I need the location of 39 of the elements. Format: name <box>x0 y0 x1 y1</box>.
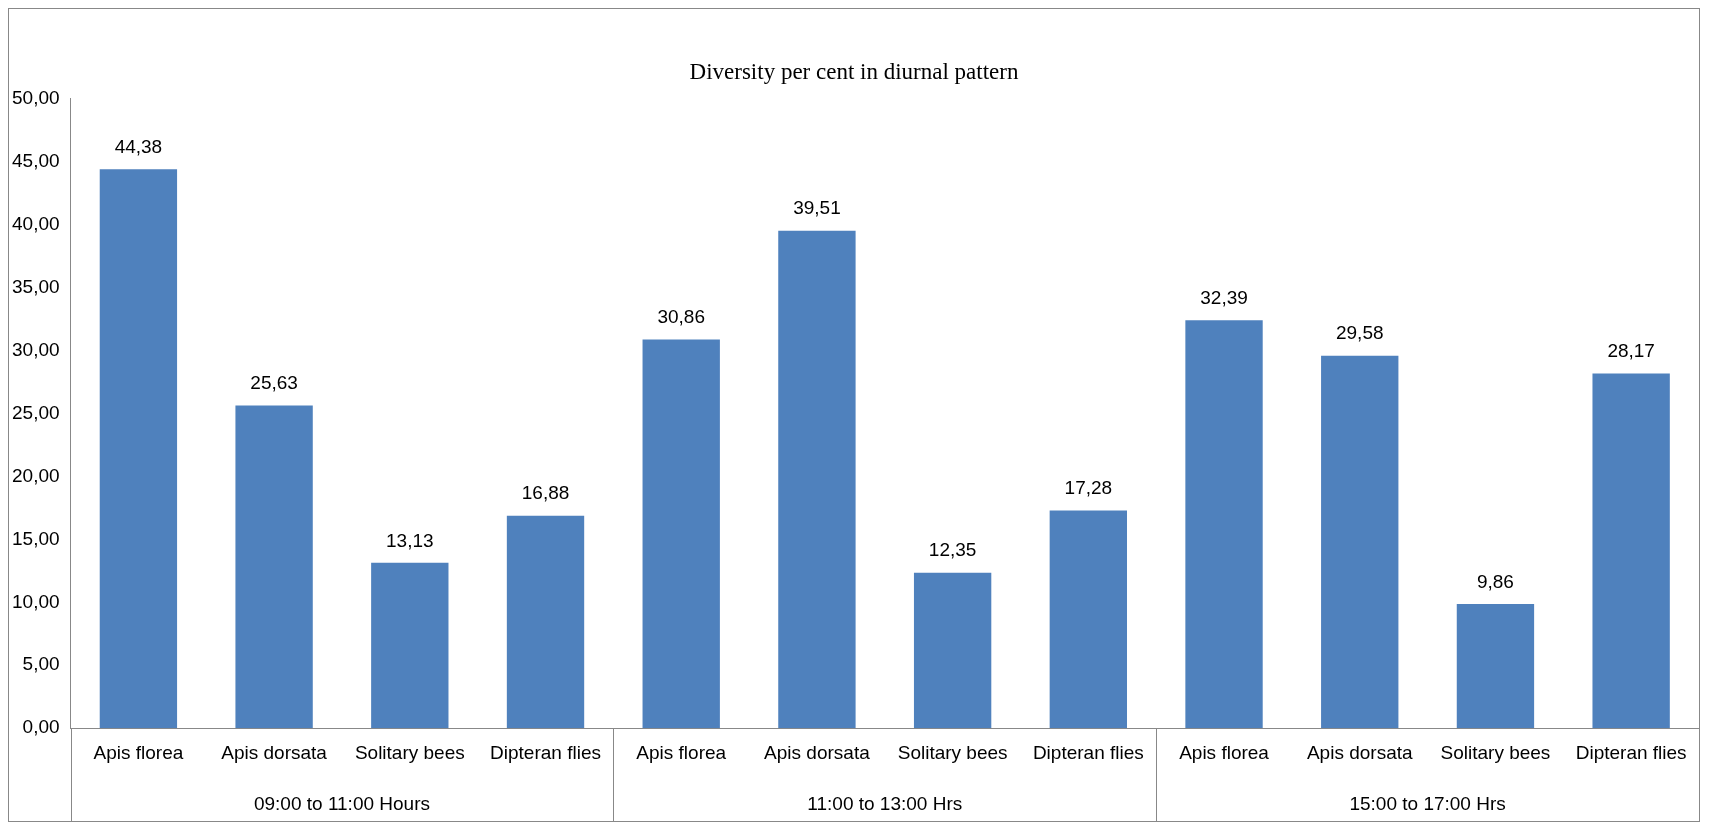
y-tick-label: 5,00 <box>22 653 60 675</box>
data-label: 12,35 <box>928 539 977 561</box>
x-tick-label: Solitary bees <box>897 741 1008 763</box>
data-label: 44,38 <box>114 136 163 158</box>
data-label: 39,51 <box>793 197 841 219</box>
y-tick-label: 20,00 <box>12 464 60 486</box>
x-tick-label: Dipteran flies <box>490 741 601 763</box>
data-label: 30,86 <box>657 306 705 328</box>
x-tick-label: Apis dorsata <box>764 741 871 763</box>
y-tick-label: 50,00 <box>12 86 60 108</box>
text: 11:00 to 13:00 Hrs <box>807 793 963 815</box>
data-label: 32,39 <box>1200 287 1248 309</box>
y-tick-label: 0,00 <box>22 716 60 738</box>
x-tick-label: Apis florea <box>636 741 727 763</box>
data-label: 16,88 <box>521 482 570 504</box>
y-tick-label: 40,00 <box>12 212 60 234</box>
y-tick-label: 10,00 <box>12 590 60 612</box>
chart-title: Diversity per cent in diurnal pattern <box>689 58 1019 84</box>
x-tick-label: Apis florea <box>93 741 184 763</box>
data-label: 13,13 <box>386 529 434 551</box>
y-tick-label: 25,00 <box>12 401 60 423</box>
x-tick-label: Dipteran flies <box>1032 741 1144 763</box>
x-tick-label: Apis florea <box>1179 741 1270 763</box>
x-tick-label: Solitary bees <box>354 741 465 763</box>
text: 09:00 to 11:00 Hours <box>253 793 430 815</box>
x-tick-label: Apis dorsata <box>221 741 328 763</box>
data-label: 9,86 <box>1476 570 1514 592</box>
x-tick-label: Dipteran flies <box>1575 741 1687 763</box>
y-tick-label: 35,00 <box>12 275 60 297</box>
x-tick-label: Solitary bees <box>1440 741 1551 763</box>
y-tick-label: 45,00 <box>12 149 60 171</box>
data-label: 29,58 <box>1335 322 1384 344</box>
data-label: 25,63 <box>250 372 298 394</box>
text: 15:00 to 17:00 Hrs <box>1349 793 1506 815</box>
y-tick-label: 15,00 <box>12 527 60 549</box>
y-tick-label: 30,00 <box>12 338 60 360</box>
data-label: 28,17 <box>1607 340 1655 362</box>
data-label: 17,28 <box>1064 477 1113 499</box>
x-tick-label: Apis dorsata <box>1306 741 1413 763</box>
